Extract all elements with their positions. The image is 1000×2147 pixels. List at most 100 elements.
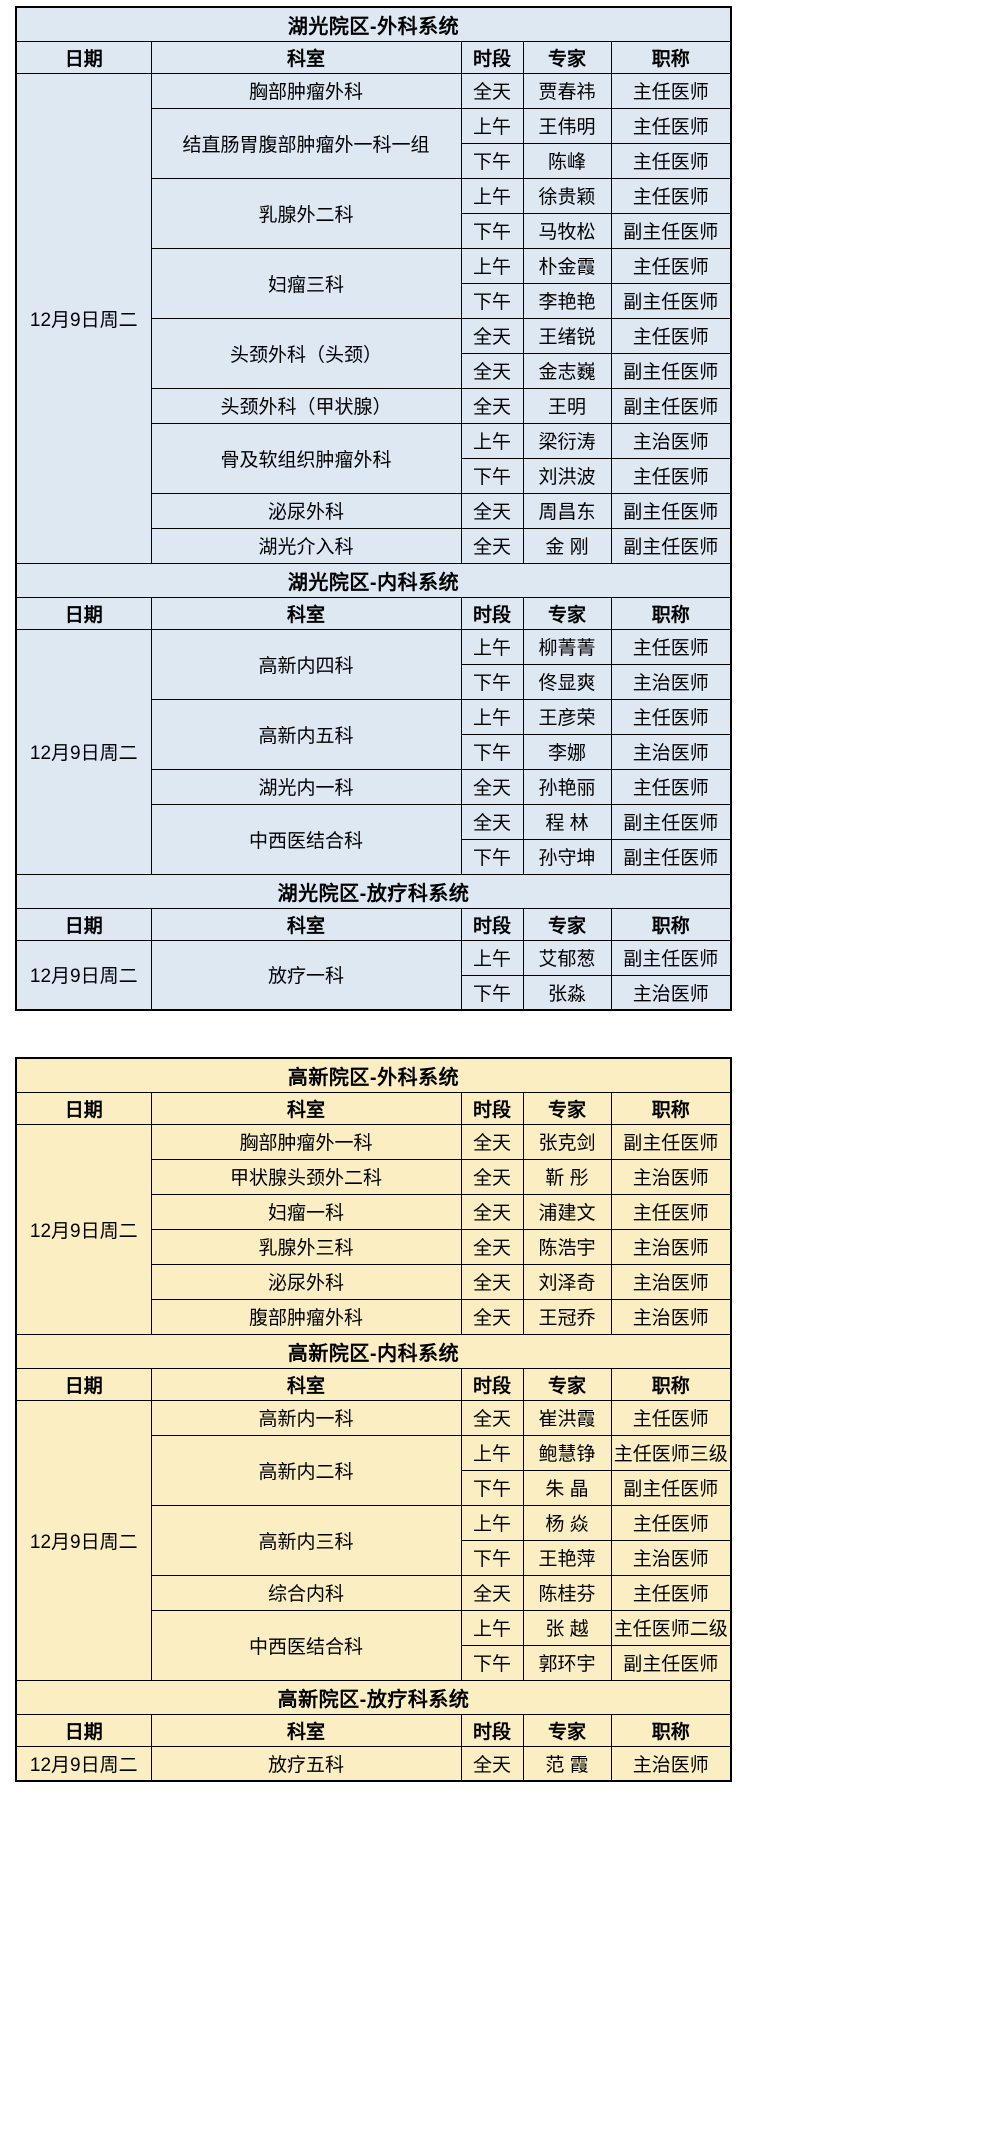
period-cell: 上午 xyxy=(460,107,524,144)
section-title-row: 湖光院区-放疗科系统 xyxy=(15,873,732,909)
schedule-row: 高新内三科 上午杨 焱主任医师 xyxy=(16,1504,732,1576)
title-cell: 副主任医师 xyxy=(610,352,732,389)
column-header-row: 日期 科室 时段 专家 职称 xyxy=(15,1713,732,1747)
schedule-row: 下午 孙守坤 副主任医师 xyxy=(16,838,732,875)
period-cell: 上午 xyxy=(460,628,524,665)
expert-cell: 周昌东 xyxy=(522,492,612,529)
section-title: 湖光院区-外科系统 xyxy=(15,6,732,42)
period-cell: 全天 xyxy=(460,1263,524,1300)
expert-cell: 朱 晶 xyxy=(522,1469,612,1506)
date-cell: 12月9日周二 xyxy=(15,72,152,564)
period-cell: 下午 xyxy=(460,974,524,1011)
department-cell: 高新内四科 xyxy=(150,628,462,700)
period-cell: 全天 xyxy=(460,768,524,805)
date-cell: 12月9日周二 xyxy=(15,1123,152,1335)
title-cell: 主任医师 xyxy=(610,457,732,494)
title-cell: 主任医师 xyxy=(610,107,732,144)
col-header-dept: 科室 xyxy=(150,1367,462,1401)
col-header-date: 日期 xyxy=(15,907,152,941)
block-separator xyxy=(0,1011,1000,1057)
expert-cell: 金志巍 xyxy=(522,352,612,389)
expert-cell: 刘泽奇 xyxy=(522,1263,612,1300)
schedule-row: 12月9日周二 高新内四科 上午 柳菁菁 主任医师 xyxy=(15,628,732,875)
col-header-expert: 专家 xyxy=(522,1091,612,1125)
expert-cell: 陈峰 xyxy=(522,142,612,179)
period-cell: 全天 xyxy=(460,1399,524,1436)
date-cell: 12月9日周二 xyxy=(15,1745,152,1782)
period-cell: 下午 xyxy=(460,1539,524,1576)
schedule-row: 高新内五科 上午 王彦荣 主任医师 xyxy=(16,698,732,770)
expert-cell: 范 霞 xyxy=(522,1745,612,1782)
title-cell: 副主任医师 xyxy=(610,1469,732,1506)
schedule-row: 头颈外科（头颈） 全天 王绪锐 主任医师 xyxy=(16,317,732,389)
col-header-title: 职称 xyxy=(610,907,732,941)
schedule-row: 湖光内一科 全天 孙艳丽 主任医师 xyxy=(16,768,732,805)
period-cell: 上午 xyxy=(460,1434,524,1471)
schedule-row: 下午 郭环宇 副主任医师 xyxy=(16,1644,732,1681)
expert-cell: 金 刚 xyxy=(522,527,612,564)
period-cell: 上午 xyxy=(460,177,524,214)
title-cell: 主任医师 xyxy=(610,72,732,109)
title-cell: 主治医师 xyxy=(610,1158,732,1195)
expert-cell: 张克剑 xyxy=(522,1123,612,1160)
department-cell: 乳腺外二科 xyxy=(150,177,462,249)
schedule-row: 下午 陈峰 主任医师 xyxy=(16,142,732,179)
title-cell: 主任医师 xyxy=(610,142,732,179)
period-cell: 下午 xyxy=(460,282,524,319)
title-cell: 副主任医师 xyxy=(610,387,732,424)
title-cell: 主任医师 xyxy=(610,1193,732,1230)
column-header-row: 日期 科室 时段 专家 职称 xyxy=(15,1091,732,1125)
schedule-row: 下午朱 晶副主任医师 xyxy=(16,1469,732,1506)
expert-cell: 孙守坤 xyxy=(522,838,612,875)
expert-cell: 朴金霞 xyxy=(522,247,612,284)
expert-cell: 柳菁菁 xyxy=(522,628,612,665)
expert-cell: 程 林 xyxy=(522,803,612,840)
schedule-row: 12月9日周二 放疗五科 全天范 霞主治医师 xyxy=(15,1745,732,1782)
expert-cell: 艾郁葱 xyxy=(522,939,612,976)
column-header-row: 日期 科室 时段 专家 职称 xyxy=(15,40,732,74)
schedule-row: 骨及软组织肿瘤外科 上午 梁衍涛 主治医师 xyxy=(16,422,732,494)
col-header-expert: 专家 xyxy=(522,1713,612,1747)
date-cell: 12月9日周二 xyxy=(15,939,152,1011)
schedule-row: 泌尿外科 全天 刘泽奇 主治医师 xyxy=(16,1263,732,1300)
expert-cell: 郭环宇 xyxy=(522,1644,612,1681)
period-cell: 上午 xyxy=(460,247,524,284)
department-cell: 泌尿外科 xyxy=(150,1263,462,1300)
title-cell: 主任医师 xyxy=(610,698,732,735)
title-cell: 主任医师二级 xyxy=(610,1609,732,1646)
department-cell: 乳腺外三科 xyxy=(150,1228,462,1265)
department-cell: 湖光介入科 xyxy=(150,527,462,564)
schedule-row: 妇瘤三科 上午 朴金霞 主任医师 xyxy=(16,247,732,319)
period-cell: 下午 xyxy=(460,1469,524,1506)
title-cell: 副主任医师 xyxy=(610,803,732,840)
title-cell: 主任医师 xyxy=(610,1504,732,1541)
period-cell: 上午 xyxy=(460,1504,524,1541)
title-cell: 副主任医师 xyxy=(610,492,732,529)
department-cell: 胸部肿瘤外一科 xyxy=(150,1123,462,1160)
expert-cell: 张 越 xyxy=(522,1609,612,1646)
section-title-row: 高新院区-放疗科系统 xyxy=(15,1679,732,1715)
period-cell: 上午 xyxy=(460,422,524,459)
period-cell: 全天 xyxy=(460,1298,524,1335)
section-title: 湖光院区-内科系统 xyxy=(15,562,732,598)
expert-cell: 王绪锐 xyxy=(522,317,612,354)
expert-cell: 李艳艳 xyxy=(522,282,612,319)
schedule-row: 下午 佟显爽 主治医师 xyxy=(16,663,732,700)
title-cell: 主治医师 xyxy=(610,974,732,1011)
col-header-period: 时段 xyxy=(460,596,524,630)
col-header-period: 时段 xyxy=(460,907,524,941)
department-cell: 妇瘤一科 xyxy=(150,1193,462,1230)
department-cell: 中西医结合科 xyxy=(150,803,462,875)
title-cell: 副主任医师 xyxy=(610,212,732,249)
title-cell: 副主任医师 xyxy=(610,1123,732,1160)
title-cell: 主任医师 xyxy=(610,1399,732,1436)
schedule-page: 湖光院区-外科系统 日期 科室 时段 专家 职称 12月9日周二 胸部肿瘤外科 全天 贾春祎 主任医… xyxy=(0,6,1000,1782)
expert-cell: 梁衍涛 xyxy=(522,422,612,459)
schedule-row: 高新内二科 上午 鲍慧铮 主任医师三级 xyxy=(16,1434,732,1506)
col-header-date: 日期 xyxy=(15,596,152,630)
title-cell: 主任医师 xyxy=(610,768,732,805)
col-header-period: 时段 xyxy=(460,1713,524,1747)
schedule-row: 结直肠胃腹部肿瘤外一科一组 上午 王伟明 主任医师 xyxy=(16,107,732,179)
period-cell: 下午 xyxy=(460,838,524,875)
col-header-date: 日期 xyxy=(15,1713,152,1747)
